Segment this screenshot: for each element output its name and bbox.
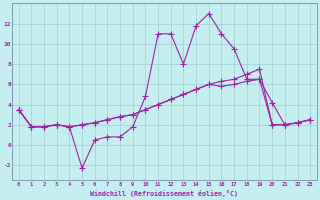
X-axis label: Windchill (Refroidissement éolien,°C): Windchill (Refroidissement éolien,°C)	[91, 190, 238, 197]
